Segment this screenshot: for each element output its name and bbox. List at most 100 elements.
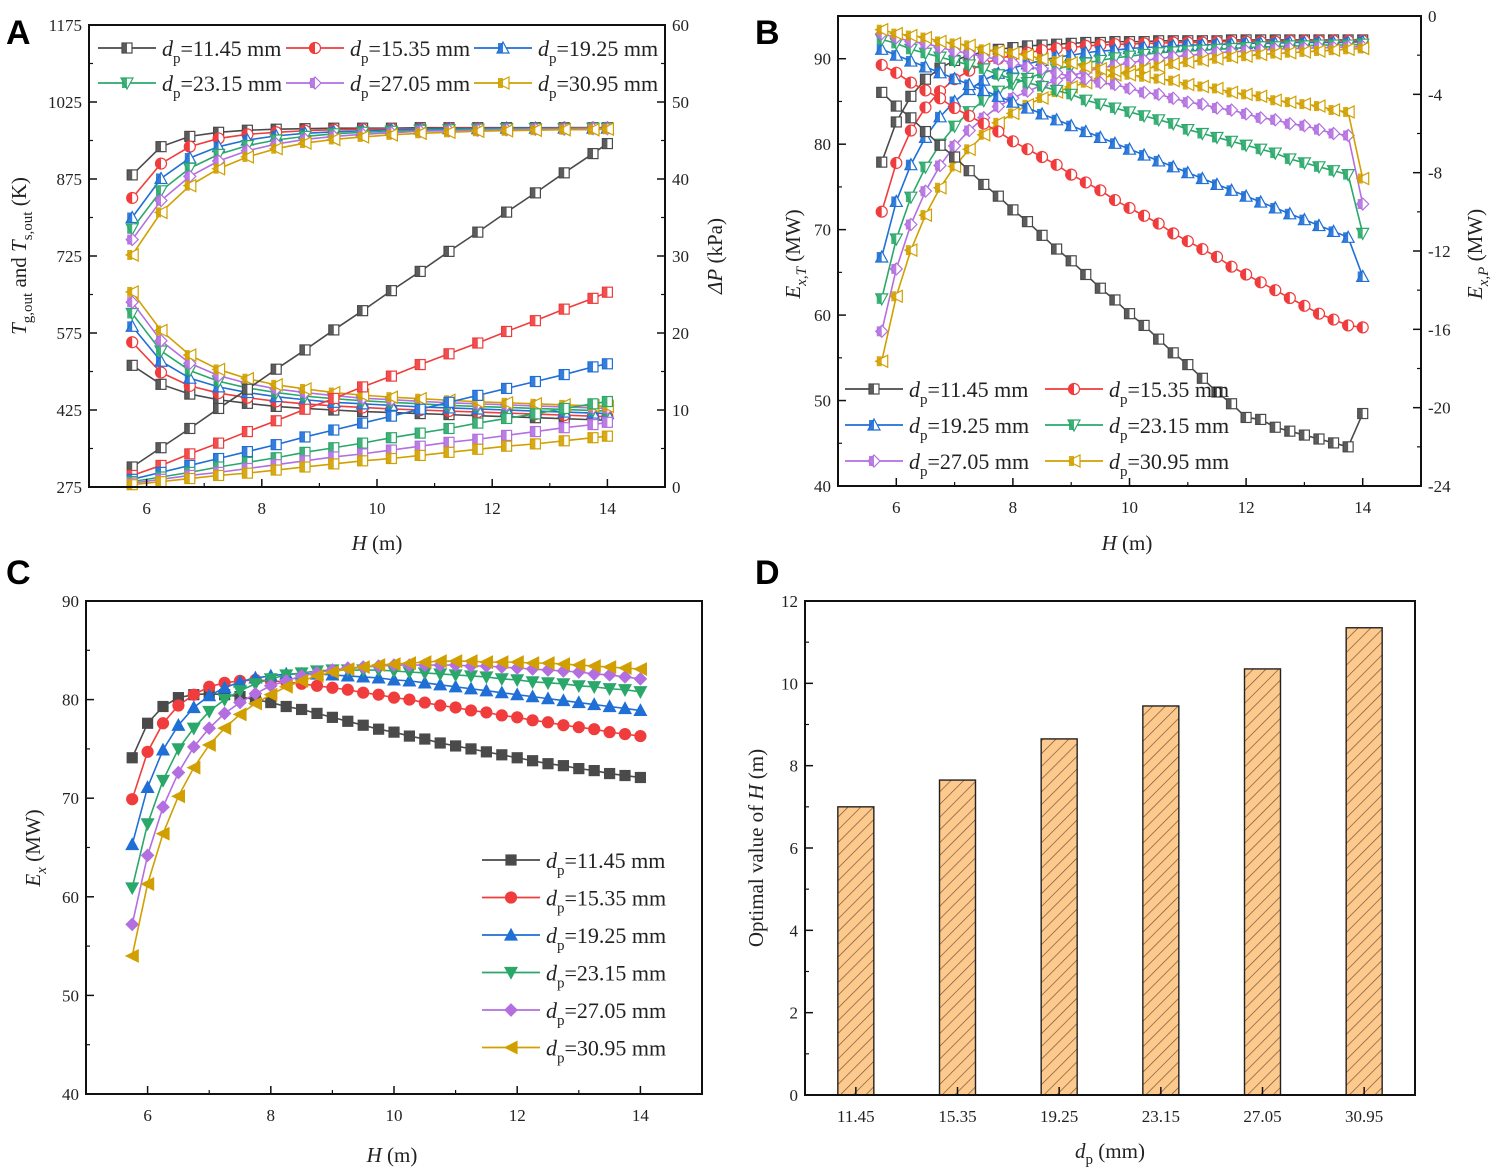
b-ext-point-2-half [935,111,941,122]
b-ext-point-5-half [920,210,926,221]
b-ext-point-2-half [978,75,984,86]
c-point-3 [587,681,602,695]
b-exp-point-2-half [891,50,897,61]
b-ext-point-5-half [1197,55,1203,66]
a-tg-point-4-half [184,171,190,182]
b-exp-point-4-half [1182,97,1188,108]
c-point-2 [540,691,556,705]
b-exp-point-5-half [1255,91,1261,102]
a-dp-point-5-half [501,441,507,452]
b-exp-point-1-half [1284,292,1290,304]
b-exp-point-4-half [1037,63,1043,74]
b-ext-point-4-half [949,140,955,151]
c-point-5 [355,660,370,675]
b-exp-point-0-half [1124,308,1130,319]
a-tg-point-3-half [213,149,219,160]
b-ext-point-4-half [1022,86,1028,97]
b-legend-marker-0-half [869,384,874,394]
b-exp-series-line-2 [881,48,1364,277]
a-tg-point-5-half [357,131,363,142]
a-dp-point-3-half [602,396,608,407]
b-exp-point-2-half [920,61,926,72]
b-exp-point-2-half [1270,202,1276,213]
a-dp-point-4-half [444,437,449,448]
b-exp-point-0-half [1299,430,1305,441]
a-dp-point-1-half [184,448,190,459]
a-dp-point-5-half [559,435,565,446]
a-dp-point-0-half [213,403,219,414]
a-ts-point-0-half [213,394,219,405]
c-point-5 [633,662,648,677]
a-ts-point-2-half [184,373,190,384]
a-dp-point-3-half [444,423,449,434]
a-dp-point-4-half [415,441,421,452]
a-dp-point-1-half [213,438,219,449]
a-dp-point-1-half [444,348,449,359]
a-ts-point-5-half [184,350,190,361]
c-legend-marker-4 [504,1003,518,1017]
b-exp-point-4-half [1109,79,1115,90]
b-left-y-tick-label: 70 [814,221,831,240]
c-point-5 [448,654,463,669]
c-point-2 [417,675,432,689]
c-point-0 [619,769,631,782]
a-tg-point-1-half [213,132,219,144]
c-point-1 [418,696,431,709]
b-exp-point-1-half [919,84,926,96]
a-dp-point-5-half [271,465,277,476]
a-legend-marker-4-half [310,78,315,88]
a-tg-point-5-half [328,134,334,145]
a-dp-point-4-half [559,422,565,433]
c-point-0 [526,755,539,767]
b-ext-point-4-half [1109,60,1115,71]
a-x-tick-label: 14 [599,499,617,518]
a-dp-point-5-half [602,431,608,442]
b-exp-point-1-half [992,126,999,138]
c-point-5 [432,654,447,669]
b-exp-point-2-half [905,56,911,67]
c-point-1 [634,729,647,743]
c-point-4 [156,800,170,814]
a-ts-point-3-half [213,376,219,387]
b-exp-point-0-half [1241,412,1247,423]
a-dp-point-1-half [559,304,565,315]
a-ts-point-2-half [213,381,219,392]
c-point-0 [496,749,508,761]
c-point-1 [187,688,200,701]
b-exp-point-2-half [1313,220,1319,231]
b-ext-point-5-half [1226,52,1232,63]
b-exp-point-2-half [1197,173,1203,184]
b-ext-point-0-half [1007,42,1013,53]
b-exp-point-5-half [1211,83,1217,94]
b-exp-point-0-half [1313,434,1319,444]
b-exp-point-2-half [1124,144,1130,155]
b-exp-point-2-half [876,44,882,55]
b-exp-point-2-half [1299,214,1305,225]
d-left-y-tick-label: 4 [790,921,799,940]
c-left-y-tick-label: 80 [62,691,79,710]
c-point-3 [202,705,217,719]
c-point-3 [248,678,263,692]
b-exp-point-0-half [1211,387,1217,397]
c-point-0 [511,752,523,764]
c-point-0 [573,763,585,775]
b-exp-point-0-half [949,152,955,162]
a-left-y-tick-label: 575 [57,324,83,343]
d-bar-0 [837,806,875,1096]
b-exp-point-5-half [1153,73,1159,84]
c-x-tick-label: 12 [509,1106,526,1125]
c-point-4 [186,740,201,754]
b-exp-point-3-half [1124,106,1130,117]
b-exp-point-1-half [1298,300,1305,312]
b-ext-point-5-half [978,129,984,140]
b-ext-point-5-half [1066,81,1072,92]
b-exp-point-3-half [1037,81,1043,92]
b-exp-point-4-half [1357,199,1363,209]
a-tg-point-3-half [156,185,161,196]
b-exp-point-4-half [1080,73,1086,84]
panel-label-b: B [755,14,780,52]
a-dp-point-3-half [271,452,277,463]
b-exp-point-0-half [1139,320,1145,331]
b-ext-point-3-half [949,121,955,132]
c-point-2 [479,683,494,697]
